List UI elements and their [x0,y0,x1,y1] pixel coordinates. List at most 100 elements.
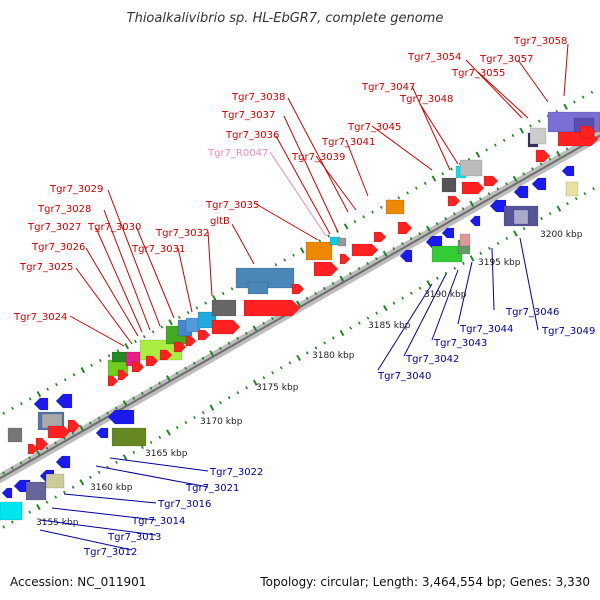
gene-label: Tgr7_3057 [479,54,533,65]
forward-gene-arrow [27,443,39,455]
upper-row-tick [444,217,448,221]
lower-row-tick [453,266,457,270]
upper-row-tick [366,261,370,266]
lower-row-tick [122,454,128,461]
gene-label: Tgr7_3030 [87,222,141,233]
outer-row-tick [283,258,287,262]
leader-line [103,209,151,331]
lower-row-tick [469,255,475,262]
gene-label: Tgr7_3014 [131,516,185,527]
upper-row-tick [426,225,431,232]
lower-row-tick [462,261,465,265]
lower-row-tick [540,216,543,221]
leader-line [345,139,369,197]
gene-label: Tgr7_3012 [83,547,137,558]
map-title: Thioalkalivibrio sp. HL-EbGR7, complete … [127,11,444,26]
lower-row-tick [28,510,32,514]
outer-row-tick [450,167,453,171]
upper-row-tick [305,296,309,301]
kbp-tick-label: 3180 kbp [312,351,355,361]
upper-row-tick [88,421,92,425]
upper-row-tick [565,147,569,151]
upper-row-tick [97,416,101,420]
upper-row-tick [469,200,475,207]
leader-line [135,225,175,319]
feature-block [305,241,333,261]
lower-row-tick [444,271,448,275]
outer-row-tick [177,315,181,320]
upper-row-tick [349,271,352,276]
lower-row-tick [175,425,179,430]
leader-line [39,519,157,536]
gene-label: Tgr7_3016 [157,499,211,510]
upper-row-tick [487,192,491,196]
upper-row-tick [28,456,32,460]
gene-label: Tgr7_3048 [399,94,453,105]
leader-line [431,269,459,341]
upper-row-tick [149,386,153,390]
lower-row-tick [236,391,240,395]
lower-row-tick [279,366,283,370]
forward-gene-arrow [339,253,351,265]
outer-row-tick [98,358,102,363]
outer-row-tick [195,306,199,310]
kbp-tick-label: 3195 kbp [478,258,521,268]
leader-line [377,283,433,371]
outer-row-tick [292,253,295,257]
leader-line [465,59,523,119]
upper-row-tick [252,325,258,332]
reverse-gene-arrow [513,185,529,199]
feature-block [431,245,463,263]
lower-row-tick [436,276,439,280]
feature-block [247,281,269,295]
leader-line [419,103,459,165]
lower-row-tick [392,301,396,305]
outer-row-tick [230,287,234,291]
outer-row-tick [63,378,67,382]
lower-row-tick [54,495,58,499]
lower-row-tick [158,435,162,440]
leader-line [109,457,209,472]
outer-row-tick [116,349,120,353]
outer-row-tick [160,325,164,329]
outer-row-tick [134,339,137,343]
gene-label: Tgr7_3040 [377,371,431,382]
feature-block [111,427,147,447]
upper-row-tick [314,291,318,296]
feature-block [513,209,529,225]
forward-gene-arrow [397,221,413,235]
leader-line [477,71,529,119]
upper-row-tick [218,346,222,350]
upper-row-tick [262,321,266,326]
leader-line [275,135,331,235]
upper-row-tick [132,396,136,400]
outer-row-tick [168,319,173,326]
upper-row-tick [453,212,456,216]
lower-row-tick [209,404,215,411]
outer-row-tick [511,133,515,138]
feature-block [25,481,47,501]
gene-label: Tgr7_3049 [541,326,595,337]
gene-label: gltB [210,216,230,227]
forward-gene-arrow [185,335,197,347]
outer-row-tick [299,247,305,254]
gene-label: Tgr7_3027 [27,222,81,233]
leader-line [207,231,213,297]
gene-label-layer: Tgr7_3024 Tgr7_3025 Tgr7_3026 Tgr7_3027 Tgr7… [13,36,595,558]
reverse-gene-arrow [107,409,135,425]
outer-row-tick [485,148,488,152]
outer-row-tick [397,196,401,200]
upper-row-tick [548,157,552,161]
lower-row-tick [314,346,318,350]
upper-row-tick [10,466,14,470]
outer-row-tick [537,119,541,123]
upper-row-tick [201,356,205,360]
lower-row-tick [201,410,205,415]
feature-block [459,159,483,177]
outer-row-tick [2,411,6,415]
upper-row-tick [71,431,75,435]
lower-row-tick [357,321,361,325]
lower-row-tick [401,296,405,300]
